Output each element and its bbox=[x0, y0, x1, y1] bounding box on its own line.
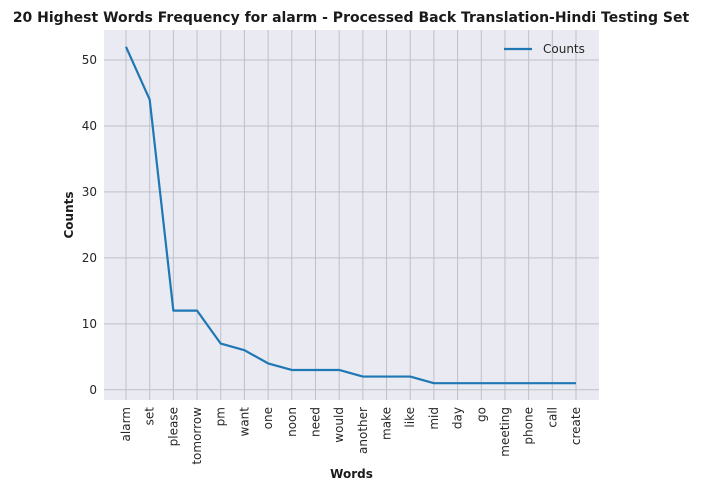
x-tick-label: another bbox=[356, 407, 370, 454]
x-tick-label: meeting bbox=[498, 407, 512, 457]
y-tick-label: 30 bbox=[82, 185, 97, 199]
x-tick-label: like bbox=[403, 407, 417, 428]
x-tick-label: want bbox=[237, 407, 251, 437]
x-tick-label: create bbox=[569, 407, 583, 445]
x-tick-label: day bbox=[451, 407, 465, 429]
x-tick-label: set bbox=[143, 407, 157, 426]
y-tick-label: 10 bbox=[82, 317, 97, 331]
x-tick-label: pm bbox=[214, 407, 228, 426]
y-axis-ticks: 0 10 20 30 40 50 bbox=[82, 53, 97, 397]
x-axis-ticks: alarm set please tomorrow pm want one noon need w… bbox=[119, 407, 583, 465]
grid-lines bbox=[104, 30, 599, 400]
legend: Counts bbox=[504, 42, 585, 56]
y-tick-label: 50 bbox=[82, 53, 97, 67]
legend-label: Counts bbox=[543, 42, 585, 56]
series-line bbox=[124, 46, 576, 385]
y-axis-label: Counts bbox=[62, 191, 76, 238]
x-axis-label: Words bbox=[330, 467, 373, 481]
x-tick-label: would bbox=[332, 407, 346, 443]
chart-title: 20 Highest Words Frequency for alarm - P… bbox=[13, 10, 690, 26]
x-tick-label: please bbox=[166, 407, 180, 446]
x-tick-label: mid bbox=[427, 407, 441, 430]
x-tick-label: need bbox=[308, 407, 322, 437]
x-tick-label: call bbox=[545, 407, 559, 428]
y-tick-label: 40 bbox=[82, 119, 97, 133]
plot-area bbox=[104, 30, 599, 400]
y-tick-label: 20 bbox=[82, 251, 97, 265]
series-layer bbox=[124, 46, 576, 385]
x-tick-label: one bbox=[261, 407, 275, 429]
x-tick-label: noon bbox=[285, 407, 299, 437]
x-tick-label: phone bbox=[522, 407, 536, 445]
x-tick-label: go bbox=[474, 407, 488, 422]
x-tick-label: make bbox=[380, 407, 394, 440]
x-tick-label: tomorrow bbox=[190, 407, 204, 465]
x-tick-label: alarm bbox=[119, 407, 133, 441]
y-tick-label: 0 bbox=[89, 383, 97, 397]
